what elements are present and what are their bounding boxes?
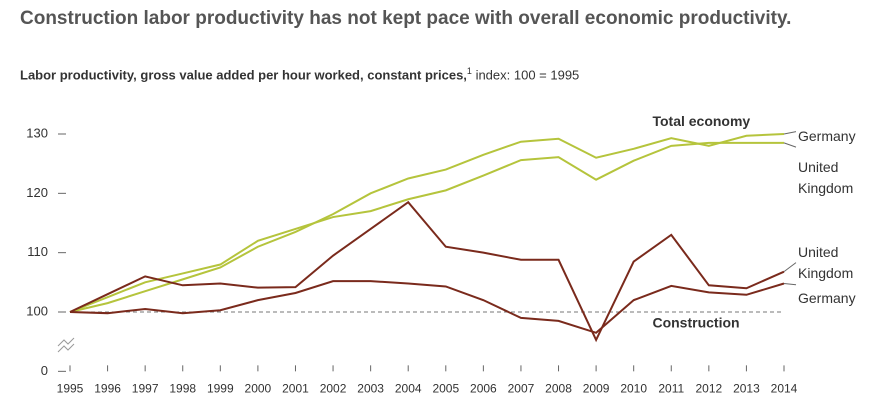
chart-title: Construction labor productivity has not … bbox=[20, 8, 792, 29]
y-tick-label: 100 bbox=[26, 303, 48, 318]
series-label: Germany bbox=[798, 289, 856, 306]
x-tick-label: 1999 bbox=[207, 382, 234, 396]
series-line bbox=[69, 133, 785, 313]
annotation: Total economy bbox=[652, 113, 750, 129]
x-tick-label: 1996 bbox=[94, 382, 121, 396]
x-tick-label: 2001 bbox=[282, 382, 309, 396]
series-line bbox=[69, 200, 785, 343]
footnote-mark: 1 bbox=[466, 66, 472, 76]
y-tick-label: 110 bbox=[27, 244, 48, 259]
y-tick-label: 130 bbox=[26, 125, 48, 140]
series-label: United Kingdom bbox=[798, 158, 854, 196]
label-leader bbox=[783, 131, 797, 135]
x-tick-label: 2006 bbox=[470, 382, 497, 396]
axis-break-mark bbox=[57, 343, 75, 353]
x-tick-label: 2013 bbox=[733, 382, 760, 396]
x-tick-label: 1998 bbox=[169, 382, 196, 396]
x-tick-label: 1995 bbox=[57, 382, 84, 396]
axis-break bbox=[57, 337, 75, 353]
x-tick-label: 2011 bbox=[658, 382, 684, 396]
chart-subtitle: Labor productivity, gross value added pe… bbox=[20, 66, 579, 82]
y-tick-label: 120 bbox=[26, 185, 48, 200]
subtitle-main: Labor productivity, gross value added pe… bbox=[20, 67, 467, 83]
x-tick-label: 2010 bbox=[620, 382, 647, 396]
x-tick-label: 2012 bbox=[695, 382, 722, 396]
series-line bbox=[69, 280, 785, 334]
annotation: Construction bbox=[652, 315, 739, 331]
x-tick-label: 2002 bbox=[320, 382, 347, 396]
x-tick-label: 2000 bbox=[245, 382, 272, 396]
series-label: Germany bbox=[798, 128, 856, 144]
x-tick-label: 2007 bbox=[508, 382, 535, 396]
axis-break-mark bbox=[57, 337, 75, 347]
series-label: United Kingdom bbox=[798, 243, 854, 281]
x-tick-label: 2004 bbox=[395, 382, 422, 396]
series-line bbox=[69, 141, 784, 313]
subtitle-rest: index: 100 = 1995 bbox=[475, 67, 580, 83]
label-leader bbox=[783, 142, 797, 148]
x-tick-label: 2009 bbox=[583, 382, 610, 396]
label-leader bbox=[783, 283, 797, 286]
x-tick-label: 2003 bbox=[357, 382, 384, 396]
x-tick-label: 2005 bbox=[432, 382, 459, 396]
label-leader bbox=[783, 262, 797, 273]
x-tick-label: 1997 bbox=[132, 382, 159, 396]
x-tick-label: 2008 bbox=[545, 382, 572, 396]
y-tick-label: 0 bbox=[41, 363, 48, 378]
x-tick-label: 2014 bbox=[771, 382, 798, 396]
